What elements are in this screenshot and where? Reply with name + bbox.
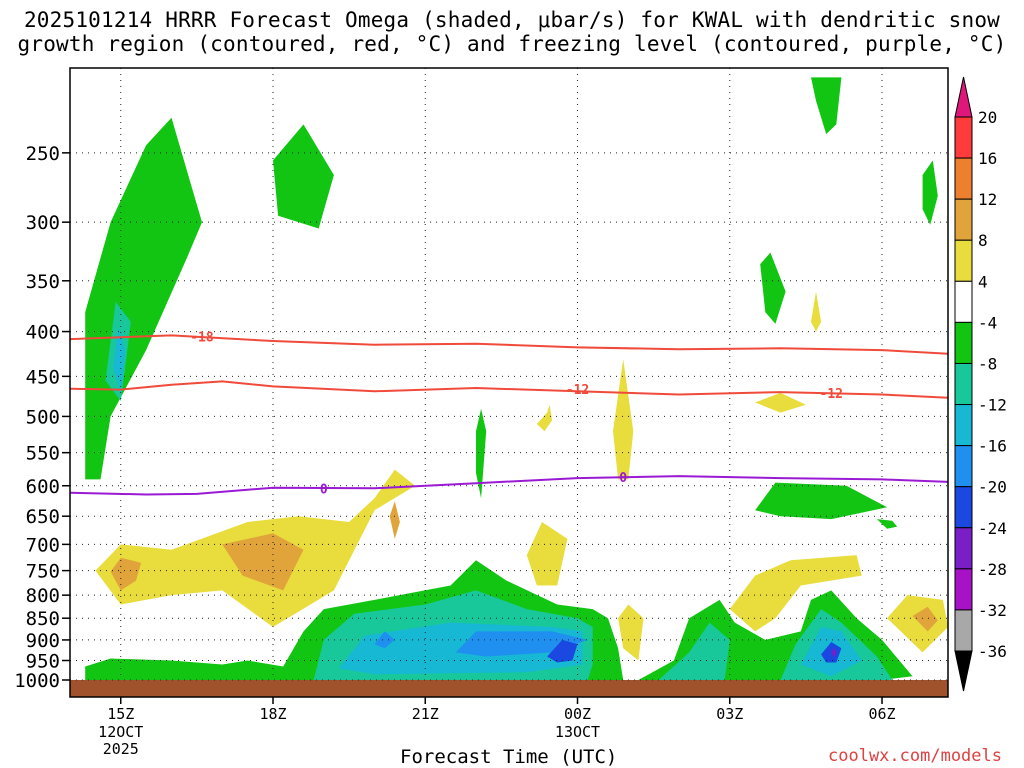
colorbar-swatch <box>954 239 973 282</box>
y-tick-label: 700 <box>26 534 60 556</box>
omega-region--4 <box>476 408 487 499</box>
colorbar-label: -20 <box>978 478 1007 497</box>
omega-region-4 <box>536 404 553 432</box>
colorbar-label: 16 <box>978 149 997 168</box>
x-axis-label: Forecast Time (UTC) <box>400 746 618 768</box>
omega-region--4 <box>922 160 938 225</box>
omega-region-4 <box>887 595 948 653</box>
isotherm-label: -12 <box>566 383 589 398</box>
ground-strip <box>70 680 948 697</box>
y-tick-label: 1000 <box>14 670 60 692</box>
omega-region--12 <box>113 326 126 393</box>
omega-region-4 <box>613 359 634 480</box>
colorbar-swatch <box>954 116 973 159</box>
y-tick-label: 850 <box>26 608 60 630</box>
omega-region--8 <box>658 622 730 680</box>
omega-region--4 <box>760 252 786 324</box>
x-tick-sublabel: 13OCT <box>555 723 600 741</box>
colorbar-swatch <box>954 280 973 323</box>
colorbar-swatch <box>954 609 973 652</box>
colorbar-swatch <box>954 157 973 200</box>
colorbar-label: 4 <box>978 272 988 291</box>
omega-region--16 <box>374 631 395 649</box>
omega-region-4 <box>729 555 862 632</box>
omega-region-8 <box>389 501 400 539</box>
omega-region--4 <box>876 519 898 529</box>
omega-region--4 <box>755 482 888 520</box>
y-tick-label: 750 <box>26 561 60 583</box>
y-tick-label: 500 <box>26 406 60 428</box>
colorbar-swatch <box>954 527 973 570</box>
omega-region-4 <box>755 392 806 413</box>
omega-region-8 <box>222 533 304 591</box>
colorbar-label: -28 <box>978 560 1007 579</box>
omega-region--4 <box>273 124 334 229</box>
colorbar-top-arrow <box>954 76 973 118</box>
freezing-level-label: 0 <box>320 482 328 497</box>
y-tick-label: 250 <box>26 143 60 165</box>
x-tick-label: 21Z <box>412 705 439 723</box>
freezing-level-label: 0 <box>619 471 627 486</box>
x-tick-sublabel: 12OCT <box>98 723 143 741</box>
y-tick-label: 600 <box>26 476 60 498</box>
x-tick-label: 06Z <box>868 705 895 723</box>
credit-text: coolwx.com/models <box>828 746 1002 766</box>
y-tick-label: 400 <box>26 322 60 344</box>
x-tick-label: 15Z <box>107 705 134 723</box>
colorbar-label: -8 <box>978 354 997 373</box>
y-tick-label: 350 <box>26 271 60 293</box>
y-tick-label: 300 <box>26 212 60 234</box>
colorbar-swatch <box>954 486 973 529</box>
colorbar-label: -12 <box>978 396 1007 415</box>
y-tick-label: 950 <box>26 650 60 672</box>
isotherm-label: -12 <box>820 387 843 402</box>
colorbar-swatch <box>954 198 973 241</box>
colorbar-label: 8 <box>978 231 988 250</box>
freezing-level-line <box>69 475 949 496</box>
y-tick-label: 450 <box>26 366 60 388</box>
colorbar-label: 12 <box>978 190 997 209</box>
plot-frame <box>69 67 949 698</box>
chart-title-line2: growth region (contoured, red, °C) and f… <box>17 32 1007 56</box>
colorbar-swatch <box>954 568 973 611</box>
chart-title-line1: 2025101214 HRRR Forecast Omega (shaded, … <box>23 8 1001 32</box>
colorbar-bottom-arrow <box>954 650 973 692</box>
omega-region-4 <box>526 522 568 586</box>
colorbar-label: 20 <box>978 108 997 127</box>
colorbar-swatch <box>954 362 973 406</box>
x-tick-label: 18Z <box>259 705 286 723</box>
isotherm-line--18 <box>69 334 949 355</box>
omega-region--4 <box>85 117 202 480</box>
colorbar-label: -36 <box>978 642 1007 661</box>
omega-region-8 <box>912 606 938 632</box>
omega-region-8 <box>110 557 142 591</box>
omega-region--4 <box>811 77 842 135</box>
colorbar-swatch <box>954 321 973 364</box>
omega-region-4 <box>618 604 644 661</box>
colorbar-swatch <box>954 404 973 447</box>
y-tick-label: 550 <box>26 443 60 465</box>
y-tick-label: 900 <box>26 630 60 652</box>
omega-region--20 <box>821 642 842 663</box>
colorbar-label: -32 <box>978 601 1007 620</box>
colorbar-label: -4 <box>978 313 997 332</box>
colorbar-label: -24 <box>978 519 1007 538</box>
isotherm-label: -18 <box>190 330 214 345</box>
y-tick-label: 650 <box>26 506 60 528</box>
omega-region--20 <box>547 639 578 663</box>
x-tick-sublabel: 2025 <box>103 740 139 758</box>
colorbar-label: -16 <box>978 437 1007 456</box>
x-tick-label: 03Z <box>716 705 743 723</box>
isotherm-line--12 <box>69 380 949 399</box>
omega-region-4 <box>811 291 822 332</box>
omega-region--24 <box>831 647 837 658</box>
y-tick-label: 800 <box>26 585 60 607</box>
colorbar-swatch <box>954 445 973 488</box>
x-tick-label: 00Z <box>564 705 591 723</box>
